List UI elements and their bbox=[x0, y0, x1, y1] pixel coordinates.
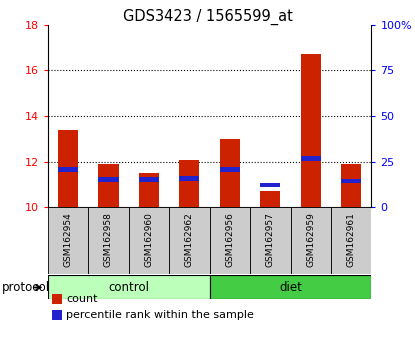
Bar bbox=[129, 207, 169, 274]
Bar bbox=[341, 179, 361, 183]
Bar bbox=[88, 207, 129, 274]
Text: GSM162954: GSM162954 bbox=[63, 212, 73, 267]
Text: GSM162956: GSM162956 bbox=[225, 212, 234, 267]
Bar bbox=[48, 275, 210, 299]
Bar bbox=[179, 160, 200, 207]
Bar bbox=[341, 164, 361, 207]
Text: protocol: protocol bbox=[2, 281, 50, 293]
Bar bbox=[260, 191, 281, 207]
Text: GDS3423 / 1565599_at: GDS3423 / 1565599_at bbox=[122, 9, 293, 25]
Bar bbox=[220, 167, 240, 172]
Text: GSM162961: GSM162961 bbox=[347, 212, 356, 267]
Text: GSM162958: GSM162958 bbox=[104, 212, 113, 267]
Bar bbox=[260, 183, 281, 187]
Bar bbox=[98, 177, 119, 182]
Bar bbox=[331, 207, 371, 274]
Bar bbox=[139, 173, 159, 207]
Text: GSM162962: GSM162962 bbox=[185, 212, 194, 267]
Bar bbox=[290, 207, 331, 274]
Text: percentile rank within the sample: percentile rank within the sample bbox=[66, 310, 254, 320]
Bar bbox=[98, 164, 119, 207]
Bar bbox=[300, 55, 321, 207]
Text: GSM162960: GSM162960 bbox=[144, 212, 154, 267]
Text: count: count bbox=[66, 294, 98, 304]
Text: diet: diet bbox=[279, 281, 302, 293]
Text: control: control bbox=[108, 281, 149, 293]
Bar bbox=[210, 207, 250, 274]
Bar bbox=[58, 130, 78, 207]
Bar bbox=[179, 176, 200, 181]
Bar bbox=[220, 139, 240, 207]
Bar bbox=[169, 207, 210, 274]
Bar bbox=[250, 207, 290, 274]
Bar bbox=[58, 167, 78, 172]
Text: GSM162959: GSM162959 bbox=[306, 212, 315, 267]
Text: GSM162957: GSM162957 bbox=[266, 212, 275, 267]
Bar bbox=[139, 177, 159, 182]
Bar bbox=[300, 156, 321, 161]
Bar bbox=[48, 207, 88, 274]
Bar bbox=[210, 275, 371, 299]
